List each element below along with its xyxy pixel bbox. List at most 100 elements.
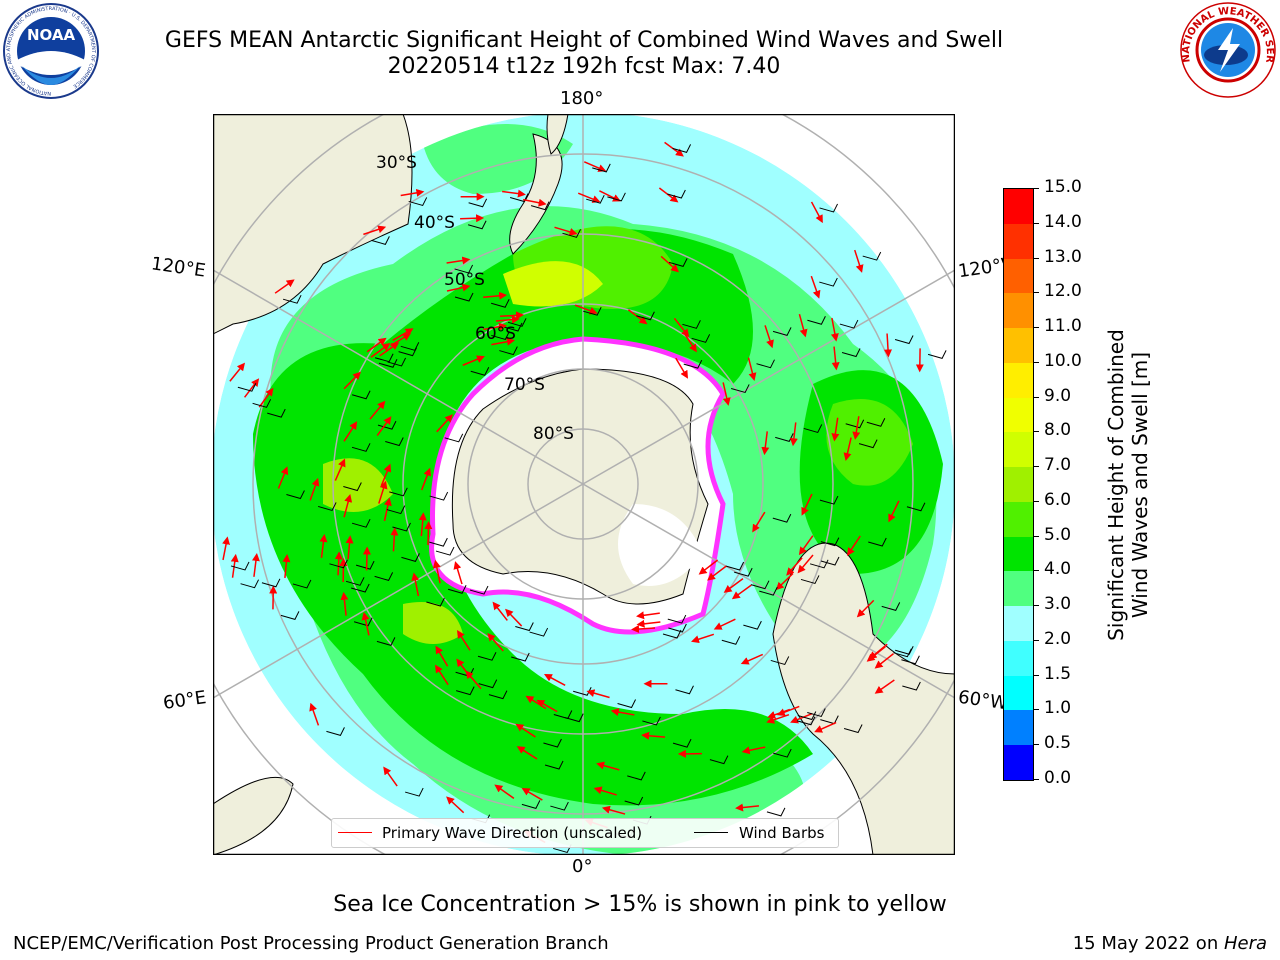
wave-arrow [874, 653, 894, 669]
wind-barb [377, 420, 397, 430]
colorbar-label: Significant Height of Combined Wind Wave… [1104, 235, 1152, 735]
wind-barb [565, 713, 584, 723]
wave-arrow [830, 317, 839, 342]
wind-barb [895, 646, 914, 655]
wave-arrow [483, 291, 508, 300]
wind-barb [470, 367, 490, 376]
colorbar-segment [1004, 258, 1033, 294]
chart-subtitle: 20220514 t12z 192h fcst Max: 7.40 [387, 54, 781, 79]
wind-barb [672, 738, 692, 748]
wind-barb [667, 189, 686, 199]
colorbar-tick-label: 10.0 [1044, 350, 1082, 371]
wave-arrow [747, 357, 757, 381]
wind-barb [672, 144, 692, 153]
wind-barb [351, 443, 371, 452]
wind-barb [807, 316, 826, 325]
wind-barb [351, 518, 371, 528]
colorbar-tick-mark [1033, 257, 1039, 259]
wave-arrow [522, 198, 547, 207]
wave-arrow [411, 572, 420, 597]
wave-arrow [258, 387, 274, 408]
wave-arrow [446, 796, 465, 814]
colorbar-segment [1004, 189, 1033, 224]
wind-barb [398, 347, 418, 357]
wave-arrow [340, 591, 349, 616]
wave-arrow [636, 611, 660, 620]
wind-barb [343, 482, 362, 492]
wave-arrow [601, 805, 626, 815]
wave-arrow [453, 561, 463, 585]
wind-barb [401, 553, 420, 562]
colorbar-tick-label: 8.0 [1044, 420, 1072, 441]
wind-barb [809, 559, 829, 569]
wind-barb [721, 636, 741, 645]
wind-barb [447, 585, 467, 594]
colorbar-segment [1004, 745, 1033, 780]
colorbar-tick-label: 5.0 [1044, 524, 1072, 545]
wave-arrow [740, 653, 764, 665]
wave-arrow [852, 416, 861, 440]
footer-host: Hera [1223, 933, 1267, 954]
lat-label-40s: 40°S [414, 213, 455, 233]
wave-arrow [435, 664, 449, 686]
wave-arrow [856, 599, 875, 618]
wave-arrow [222, 536, 230, 561]
wind-barb [866, 418, 886, 427]
wind-barb [478, 679, 498, 689]
wind-barb [553, 710, 573, 720]
colorbar-segment [1004, 397, 1033, 433]
wind-barb [326, 727, 345, 736]
wind-barb [426, 597, 445, 607]
wave-arrow [854, 249, 864, 273]
wind-barb [353, 617, 373, 627]
wave-arrow [274, 279, 295, 294]
wind-barb [583, 306, 602, 316]
wind-barb [543, 738, 562, 748]
wind-barb [511, 652, 530, 662]
wave-arrow [713, 618, 736, 630]
wave-arrow [383, 497, 392, 522]
wave-arrow [843, 437, 852, 461]
wave-arrow [343, 494, 353, 518]
lat-label-70s: 70°S [504, 375, 545, 395]
wind-barb [797, 711, 817, 721]
colorbar-tick-mark [1033, 535, 1039, 537]
wave-arrow [761, 431, 770, 456]
colorbar-tick-label: 9.0 [1044, 385, 1072, 406]
colorbar-tick-label: 1.5 [1044, 663, 1072, 684]
wave-arrow [251, 552, 260, 577]
wind-barb [345, 577, 365, 586]
wave-arrow [691, 633, 715, 644]
wind-barb [772, 513, 792, 523]
colorbar-tick-mark [1033, 674, 1039, 676]
wind-barb [252, 399, 272, 408]
wind-barb [586, 194, 605, 204]
wave-arrow [243, 378, 260, 398]
wind-barb [521, 800, 541, 809]
wave-arrow [577, 192, 601, 203]
wind-barb [906, 502, 926, 512]
colorbar-tick-mark [1033, 570, 1039, 572]
wind-barb [491, 331, 510, 341]
wind-barb [796, 716, 816, 726]
wave-arrow [593, 786, 617, 796]
wave-arrow [723, 578, 744, 593]
wave-arrow [868, 643, 888, 660]
wind-barb [562, 229, 581, 238]
wave-arrow [831, 417, 840, 442]
colorbar-tick-mark [1033, 779, 1039, 780]
wind-barb [820, 556, 840, 566]
lat-label-80s: 80°S [533, 424, 574, 444]
wave-arrow [797, 554, 814, 574]
wave-arrow [432, 559, 441, 584]
wind-barb [820, 537, 840, 547]
colorbar-tick-mark [1033, 500, 1039, 502]
wave-arrow [446, 283, 471, 292]
wave-arrow [574, 304, 598, 315]
colorbar-label-line1: Significant Height of Combined [1104, 329, 1128, 641]
wind-barb [750, 580, 770, 590]
wind-barb [668, 623, 687, 633]
wave-arrow [366, 337, 387, 353]
wind-barb [230, 561, 250, 571]
wind-barb [468, 198, 488, 208]
